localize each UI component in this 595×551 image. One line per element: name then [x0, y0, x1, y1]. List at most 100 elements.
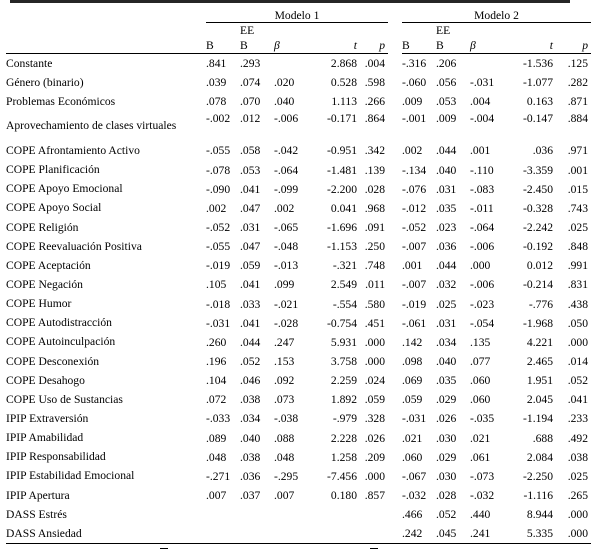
- m2-p-cell: .050: [567, 316, 588, 330]
- m2-beta-cell: .000: [470, 259, 491, 273]
- m2-t-cell: -0.328: [523, 201, 553, 215]
- row-label: COPE Humor: [6, 297, 72, 311]
- col-b-m1: B: [206, 37, 240, 54]
- header-gap: [388, 4, 402, 23]
- m2-se-cell: .040: [436, 355, 457, 369]
- m1-t-cell: -0.754: [327, 316, 357, 330]
- m2-se-cell: .034: [436, 335, 457, 349]
- table-row: COPE Afrontamiento Activo -.055 .058 -.042 -…: [6, 141, 591, 160]
- table-row: COPE Desahogo .104 .046 .092 2.259 .024 .069 .0…: [6, 371, 591, 390]
- m2-beta-cell: -.023: [470, 297, 495, 311]
- m2-beta-cell: .060: [470, 374, 491, 388]
- row-label: COPE Afrontamiento Activo: [6, 143, 140, 157]
- m1-p-cell: .004: [364, 57, 385, 71]
- row-label: COPE Religión: [6, 220, 79, 234]
- m1-t-cell: 1.892: [330, 393, 357, 407]
- m2-p-cell: .025: [567, 221, 588, 235]
- m2-beta-cell: .021: [470, 431, 491, 445]
- m1-b-cell: .007: [206, 489, 227, 503]
- m2-b-cell: -.316: [402, 57, 427, 71]
- m2-se-cell: .053: [436, 95, 457, 109]
- m2-b-cell: .059: [402, 393, 423, 407]
- row-label: COPE Planificación: [6, 163, 100, 177]
- m2-se-cell: .035: [436, 201, 457, 215]
- m2-p-cell: .848: [567, 240, 588, 254]
- model2-header: Modelo 2: [402, 4, 591, 23]
- m2-se-cell: .044: [436, 259, 457, 273]
- row-label: COPE Autoinculpación: [6, 335, 116, 349]
- col-b-m2: B: [402, 37, 436, 54]
- m1-beta-cell: .007: [274, 489, 295, 503]
- row-label: COPE Desahogo: [6, 373, 85, 387]
- m2-t-cell: -1.968: [523, 316, 553, 330]
- m2-beta-cell: -.032: [470, 489, 495, 503]
- m2-t-cell: -0.214: [523, 278, 553, 292]
- m1-b-cell: -.031: [206, 316, 231, 330]
- m2-p-cell: .000: [567, 335, 588, 349]
- col-t-m1: t: [308, 37, 360, 54]
- m1-beta-cell: -.065: [274, 221, 299, 235]
- m1-beta-cell: .153: [274, 355, 295, 369]
- m1-beta-cell: [274, 505, 308, 524]
- m1-beta-cell: .088: [274, 431, 295, 445]
- m1-b-cell: -.078: [206, 163, 231, 177]
- m2-beta-cell: .135: [470, 335, 491, 349]
- m1-p-cell: .059: [364, 393, 385, 407]
- m2-se-cell: .045: [436, 524, 470, 545]
- m2-beta-cell: -.110: [470, 163, 494, 177]
- m2-se-cell: .052: [436, 508, 457, 522]
- m1-t-cell: 2.868: [330, 57, 357, 71]
- m1-p-cell: .451: [364, 316, 385, 330]
- m2-p-cell: .233: [567, 412, 588, 426]
- table-row: COPE Reevaluación Positiva -.055 .047 -.048…: [6, 237, 591, 256]
- m2-beta-cell: .001: [470, 144, 491, 158]
- m2-se-cell: .056: [436, 76, 457, 90]
- m2-p-cell: .282: [567, 76, 588, 90]
- m1-b-cell: .002: [206, 201, 227, 215]
- m1-se-cell: .293: [240, 57, 261, 71]
- m2-b-cell: -.007: [402, 278, 427, 292]
- table-row: COPE Negación .105 .041 .099 2.549 .011 -.007.…: [6, 275, 591, 294]
- m1-p-cell: .026: [364, 431, 385, 445]
- m2-se-cell: .040: [436, 163, 457, 177]
- col-beta-m2: β: [470, 37, 504, 54]
- m2-se-cell: .029: [436, 450, 457, 464]
- m1-b-cell: [206, 505, 240, 524]
- m1-beta-cell: .048: [274, 450, 295, 464]
- m1-p-cell: .266: [364, 95, 385, 109]
- m2-p-cell: .038: [567, 450, 588, 464]
- m1-se-cell: .052: [240, 355, 261, 369]
- m2-se-cell: .032: [436, 278, 457, 292]
- m2-se-cell: .036: [436, 240, 457, 254]
- m2-beta-cell: .241: [470, 524, 504, 545]
- m1-p-cell: .580: [364, 297, 385, 311]
- header-blank: [6, 4, 206, 23]
- m1-beta-cell: -.006: [274, 112, 299, 126]
- m1-p-cell: .139: [364, 163, 385, 177]
- m1-t-cell: 2.228: [330, 431, 357, 445]
- m1-se-cell: .041: [240, 316, 261, 330]
- m2-b-cell: -.076: [402, 182, 427, 196]
- m2-p-cell: .025: [567, 469, 588, 483]
- m1-b-cell: [206, 524, 240, 545]
- m2-beta-cell: -.073: [470, 469, 495, 483]
- m1-t-cell: -.979: [332, 412, 357, 426]
- m1-t-cell: 3.758: [330, 355, 357, 369]
- m2-p-cell: .871: [567, 95, 588, 109]
- m1-b-cell: -.055: [206, 144, 231, 158]
- m2-t-cell: .688: [532, 431, 553, 445]
- m2-se-cell: .035: [436, 374, 457, 388]
- m1-t-cell: [308, 524, 360, 545]
- m2-se-cell: .025: [436, 297, 457, 311]
- m1-beta-cell: -.021: [274, 297, 299, 311]
- m2-b-cell: -.067: [402, 469, 427, 483]
- table-row: COPE Desconexión .196 .052 .153 3.758 .000 .09…: [6, 352, 591, 371]
- row-label: COPE Autodistracción: [6, 316, 112, 330]
- m1-t-cell: -.554: [332, 297, 357, 311]
- m2-beta-cell: [470, 54, 504, 74]
- m1-se-cell: .034: [240, 412, 261, 426]
- m1-b-cell: -.090: [206, 182, 231, 196]
- row-label: Aprovechamiento de clases virtuales: [6, 119, 177, 133]
- m2-p-cell: .492: [567, 431, 588, 445]
- m2-beta-cell: -.011: [470, 201, 494, 215]
